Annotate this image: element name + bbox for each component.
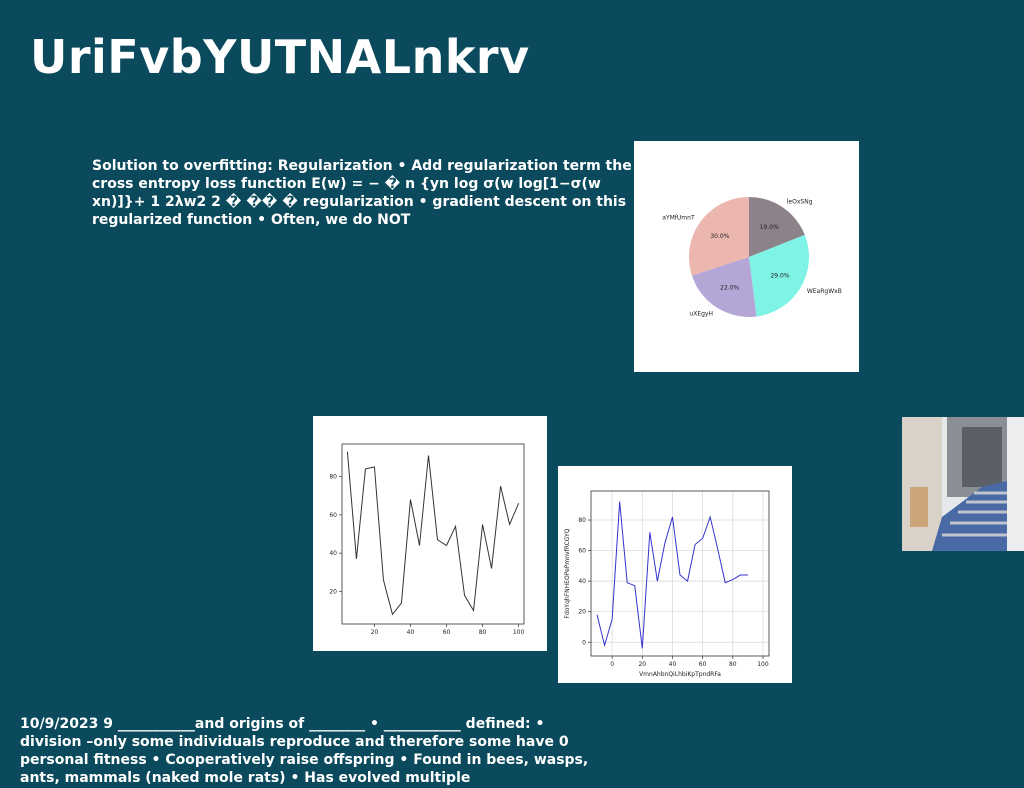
pie-category-label: uXEgyH: [689, 311, 713, 318]
x-tick-label: 60: [443, 629, 451, 636]
y-tick-label: 80: [329, 474, 337, 481]
y-axis-label: FdoYqhFNHEOPePmnvfRCGYQ: [564, 528, 571, 618]
x-tick-label: 40: [669, 661, 677, 668]
plot-frame: [341, 443, 525, 625]
series-line: [596, 501, 748, 649]
series-line: [346, 451, 520, 616]
x-tick-label: 60: [699, 661, 707, 668]
pie-category-label: leOxSNg: [787, 198, 813, 205]
pie-chart: 19.0% leOxSNg 29.0% WEaRgWxB 22.0% uXEgyH 30.0…: [662, 197, 842, 318]
pie-value-label: 22.0%: [720, 284, 739, 291]
x-tick-label: 20: [371, 629, 379, 636]
y-tick-label: 20: [329, 588, 337, 595]
line-chart-2: 0 20 40 60 80 100 0 20 40 60 80 VmnAhbnQiLhbiKpTpnd…: [564, 490, 770, 678]
x-tick-label: 0: [610, 661, 614, 668]
y-tick-label: 0: [582, 639, 586, 646]
regularization-text: Solution to overfitting: Regularization …: [92, 158, 632, 228]
y-tick-label: 20: [578, 609, 586, 616]
y-tick-label: 60: [578, 548, 586, 555]
slide-title: UriFvbYUTNALnkrv: [30, 30, 530, 84]
pie-slice: [749, 234, 809, 317]
stairway-photo: [902, 417, 1024, 551]
line-chart-2-panel: 0 20 40 60 80 100 0 20 40 60 80 VmnAhbnQiLhbiKpTpnd…: [558, 466, 792, 683]
y-tick-label: 40: [329, 550, 337, 557]
plot-frame: [590, 490, 770, 657]
pie-slice: [689, 197, 749, 276]
pie-slice: [749, 197, 805, 257]
pie-category-label: WEaRgWxB: [807, 288, 842, 295]
y-tick-label: 80: [578, 517, 586, 524]
pie-chart-panel: 19.0% leOxSNg 29.0% WEaRgWxB 22.0% uXEgyH 30.0…: [634, 141, 859, 372]
stairway-photo-image: [902, 417, 1024, 551]
social-behavior-text: 10/9/2023 9 ___________and origins of __…: [20, 716, 589, 786]
line-chart-1-panel: 20 40 60 80 100 20 40 60 80: [313, 416, 547, 651]
y-tick-label: 60: [329, 512, 337, 519]
x-tick-label: 40: [407, 629, 415, 636]
x-tick-label: 80: [729, 661, 737, 668]
line-chart-1: 20 40 60 80 100 20 40 60 80: [329, 443, 525, 636]
y-tick-label: 40: [578, 578, 586, 585]
pie-value-label: 29.0%: [770, 272, 789, 279]
pie-category-label: aYMfUmnT: [662, 215, 695, 222]
pie-value-label: 19.0%: [760, 224, 779, 231]
x-tick-label: 100: [513, 629, 525, 636]
x-axis-label: VmnAhbnQiLhbiKpTpndRFa: [639, 671, 721, 678]
x-tick-label: 100: [757, 661, 769, 668]
pie-value-label: 30.0%: [710, 233, 729, 240]
x-tick-label: 80: [479, 629, 487, 636]
x-tick-label: 20: [638, 661, 646, 668]
pie-slice: [691, 257, 757, 317]
